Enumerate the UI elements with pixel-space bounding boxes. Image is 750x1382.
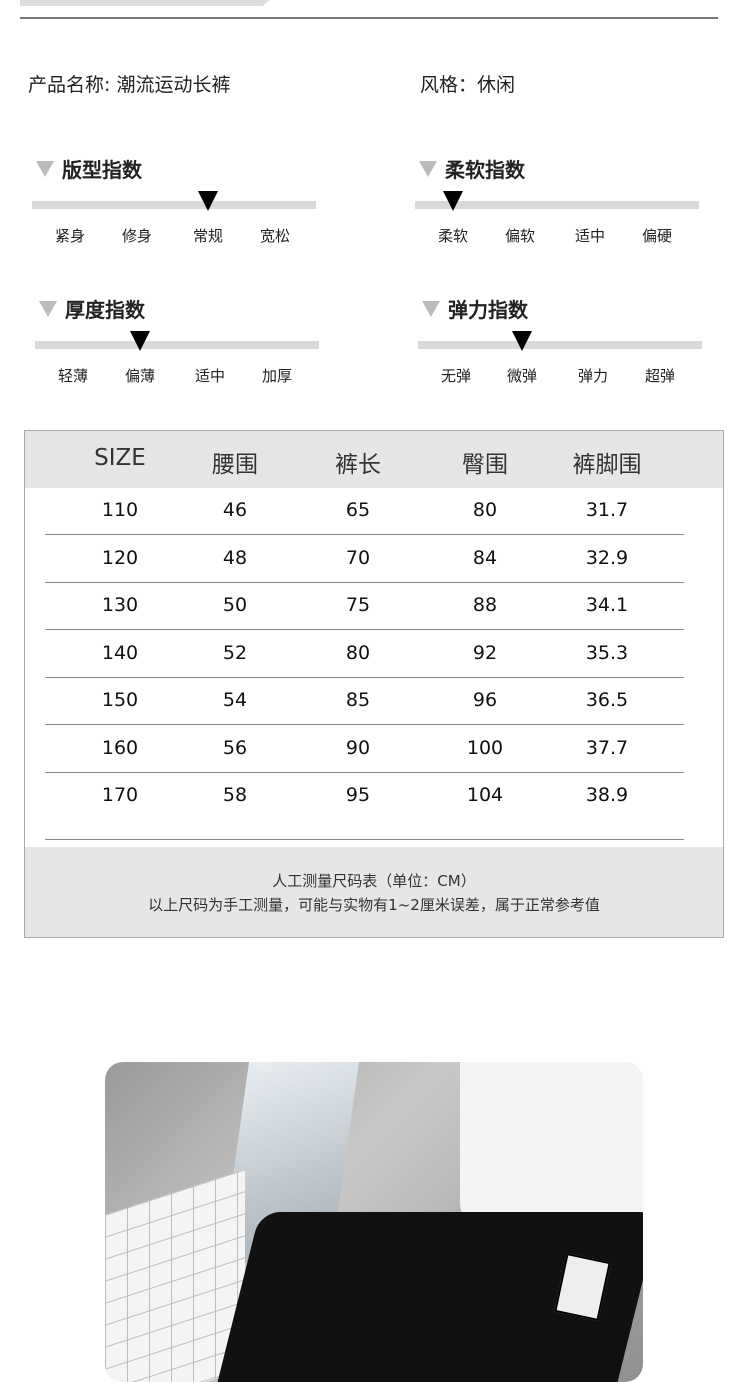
table-cell: 88 xyxy=(472,594,498,616)
index-option: 适中 xyxy=(194,367,226,385)
table-cell: 84 xyxy=(472,546,498,569)
index-option: 弹力 xyxy=(577,367,609,385)
index-option: 偏硬 xyxy=(641,227,673,245)
triangle-icon xyxy=(36,160,54,177)
table-cell: 160 xyxy=(101,736,139,759)
marker-triangle-icon xyxy=(198,191,218,211)
column-header: 裤脚围 xyxy=(572,452,642,478)
table-cell: 32.9 xyxy=(585,546,629,569)
table-row: 160 56 90 100 37.7 xyxy=(45,726,684,773)
table-cell: 54 xyxy=(222,689,248,711)
note-text: 以上尺码为手工测量，可能与实物有1~2厘米误差，属于正常参考值 xyxy=(148,896,600,914)
table-cell: 100 xyxy=(466,736,504,759)
table-cell: 46 xyxy=(222,499,248,521)
index-slider xyxy=(32,191,316,211)
column-header: 腰围 xyxy=(212,452,258,478)
table-cell: 38.9 xyxy=(585,784,629,806)
table-cell: 65 xyxy=(345,499,371,521)
index-option: 偏薄 xyxy=(124,367,156,385)
table-note: 人工测量尺码表（单位：CM） 以上尺码为手工测量，可能与实物有1~2厘米误差，属… xyxy=(25,847,723,937)
table-cell: 90 xyxy=(345,736,371,759)
triangle-icon xyxy=(419,160,437,177)
index-option: 微弹 xyxy=(506,367,538,385)
index-slider xyxy=(415,191,699,211)
index-option: 紧身 xyxy=(54,227,86,245)
index-option: 加厚 xyxy=(261,367,293,385)
marker-triangle-icon xyxy=(130,331,150,351)
size-table: SIZE 腰围 裤长 臀围 裤脚围 110 46 65 80 31.7 120 48 70 84 32.9… xyxy=(24,430,724,938)
table-cell: 130 xyxy=(101,594,139,616)
table-cell: 31.7 xyxy=(585,499,629,521)
table-cell: 50 xyxy=(222,594,248,616)
index-slider xyxy=(418,331,702,351)
index-heading: 弹力指数 xyxy=(422,294,528,323)
top-decor-bar xyxy=(20,0,270,6)
index-heading: 柔软指数 xyxy=(419,154,525,183)
table-cell: 110 xyxy=(101,499,139,521)
table-cell: 170 xyxy=(101,784,139,806)
index-slider xyxy=(35,331,319,351)
product-name: 产品名称: 潮流运动长裤 xyxy=(28,74,231,96)
table-row: 120 48 70 84 32.9 xyxy=(45,536,684,583)
table-cell: 80 xyxy=(345,641,371,664)
table-cell: 140 xyxy=(101,641,139,664)
index-option: 无弹 xyxy=(440,367,472,385)
table-header: SIZE 腰围 裤长 臀围 裤脚围 xyxy=(25,431,723,488)
triangle-icon xyxy=(39,300,57,317)
table-cell: 48 xyxy=(222,546,248,569)
table-cell: 85 xyxy=(345,689,371,711)
table-cell: 36.5 xyxy=(585,689,629,711)
index-option: 宽松 xyxy=(259,227,291,245)
table-cell: 96 xyxy=(472,689,498,711)
table-cell: 37.7 xyxy=(585,736,629,759)
table-cell: 104 xyxy=(466,784,504,806)
table-cell: 92 xyxy=(472,641,498,664)
index-heading: 版型指数 xyxy=(36,154,142,183)
table-row: 110 46 65 80 31.7 xyxy=(45,488,684,535)
index-option: 柔软 xyxy=(437,227,469,245)
index-option: 修身 xyxy=(121,227,153,245)
column-header: 臀围 xyxy=(462,452,508,478)
table-row: 150 54 85 96 36.5 xyxy=(45,678,684,725)
table-cell: 95 xyxy=(345,784,371,806)
note-title: 人工测量尺码表（单位：CM） xyxy=(272,872,476,890)
index-option: 偏软 xyxy=(504,227,536,245)
table-cell: 150 xyxy=(101,689,139,711)
table-row: 130 50 75 88 34.1 xyxy=(45,583,684,630)
table-cell: 70 xyxy=(345,546,371,569)
table-cell: 56 xyxy=(222,736,248,759)
index-option: 超弹 xyxy=(644,367,676,385)
column-header: SIZE xyxy=(94,445,146,471)
table-cell: 58 xyxy=(222,784,248,806)
table-row: 170 58 95 104 38.9 xyxy=(45,773,684,840)
divider xyxy=(20,17,718,19)
product-photo xyxy=(105,1062,643,1382)
table-cell: 120 xyxy=(101,546,139,569)
triangle-icon xyxy=(422,300,440,317)
table-row: 140 52 80 92 35.3 xyxy=(45,631,684,678)
index-heading: 厚度指数 xyxy=(39,294,145,323)
table-cell: 52 xyxy=(222,641,248,664)
index-option: 轻薄 xyxy=(57,367,89,385)
table-cell: 35.3 xyxy=(585,641,629,664)
table-cell: 34.1 xyxy=(585,594,629,616)
table-cell: 75 xyxy=(345,594,371,616)
index-option: 常规 xyxy=(192,227,224,245)
marker-triangle-icon xyxy=(443,191,463,211)
index-option: 适中 xyxy=(574,227,606,245)
product-style: 风格：休闲 xyxy=(420,74,516,96)
table-cell: 80 xyxy=(472,499,498,521)
marker-triangle-icon xyxy=(512,331,532,351)
column-header: 裤长 xyxy=(335,452,381,478)
